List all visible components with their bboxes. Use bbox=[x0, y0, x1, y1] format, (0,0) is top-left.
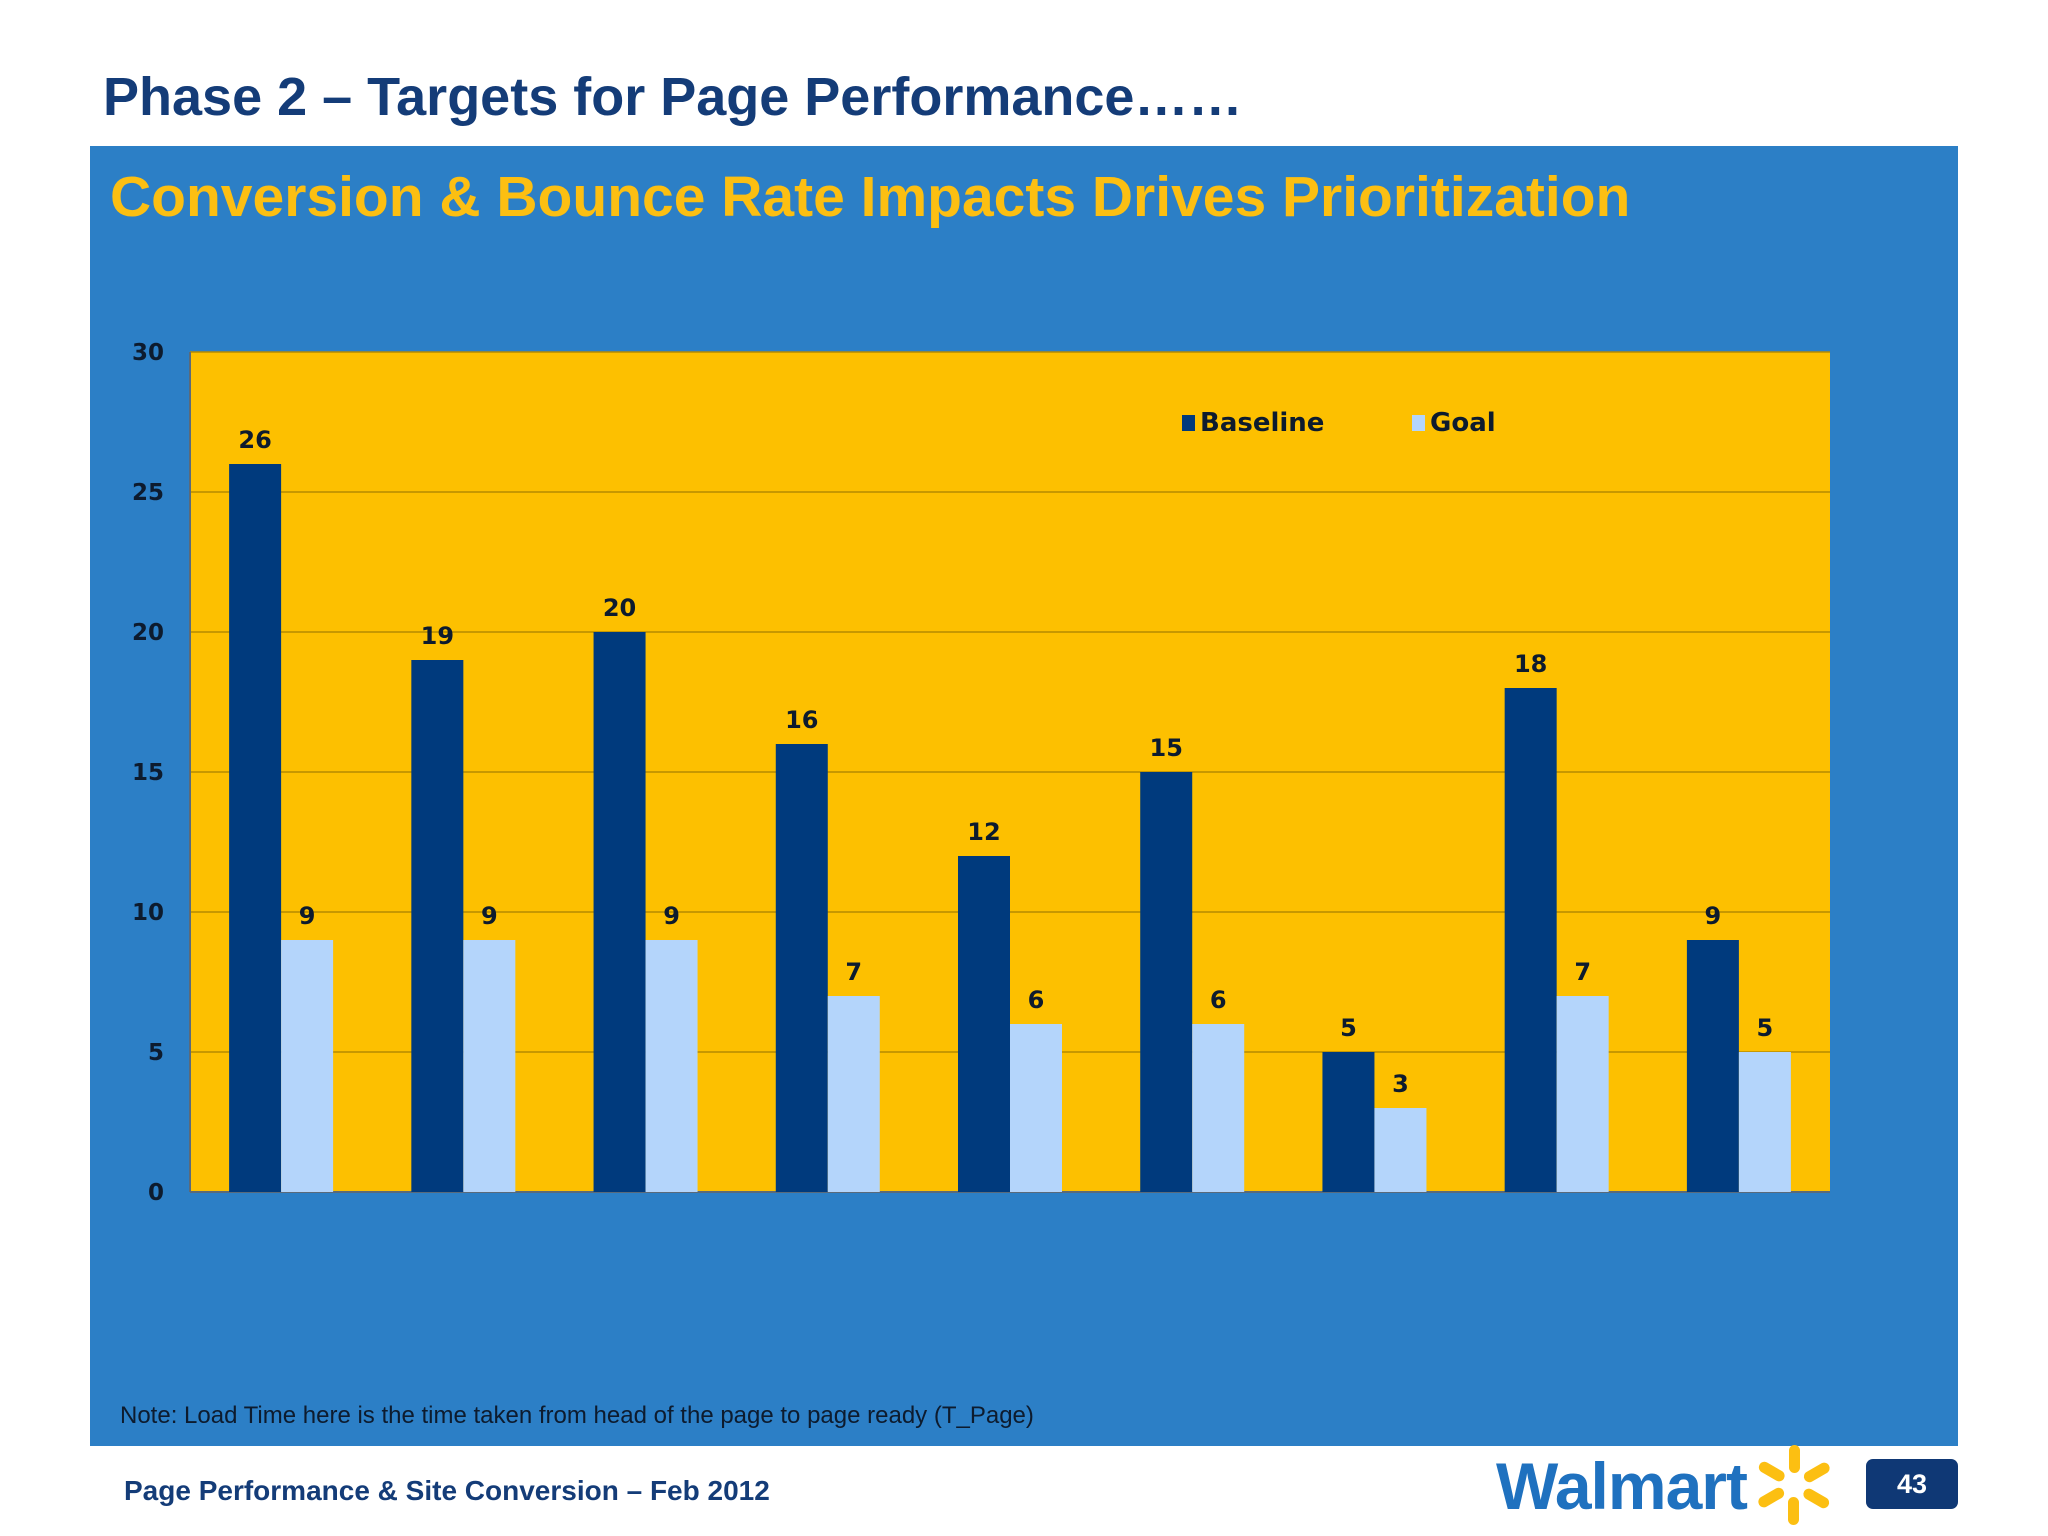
baseline-bar bbox=[593, 632, 646, 1192]
baseline-data-label: 16 bbox=[785, 706, 818, 734]
goal-data-label: 7 bbox=[845, 958, 862, 986]
logo-wordmark: Walmart bbox=[1496, 1449, 1748, 1523]
goal-data-label: 5 bbox=[1757, 1014, 1774, 1042]
goal-bar bbox=[1010, 1024, 1062, 1192]
baseline-data-label: 5 bbox=[1340, 1014, 1357, 1042]
page-title: Phase 2 – Targets for Page Performance…… bbox=[103, 67, 1243, 127]
baseline-bar bbox=[1504, 688, 1557, 1192]
walmart-logo: Walmart bbox=[1496, 1443, 1836, 1533]
goal-bar bbox=[1374, 1108, 1427, 1192]
goal-data-label: 9 bbox=[481, 902, 498, 930]
goal-data-label: 7 bbox=[1574, 958, 1591, 986]
baseline-data-label: 26 bbox=[238, 426, 271, 454]
y-tick-label: 20 bbox=[132, 620, 164, 646]
chart-subtitle: Conversion & Bounce Rate Impacts Drives … bbox=[110, 165, 1631, 229]
y-tick-label: 25 bbox=[132, 480, 164, 506]
goal-data-label: 3 bbox=[1392, 1070, 1409, 1098]
goal-data-label: 9 bbox=[299, 902, 316, 930]
goal-bar bbox=[1556, 996, 1609, 1192]
goal-bar bbox=[1192, 1024, 1245, 1192]
legend-label-baseline: Baseline bbox=[1200, 408, 1324, 438]
goal-data-label: 6 bbox=[1210, 986, 1227, 1014]
page-number: 43 bbox=[1866, 1459, 1958, 1509]
baseline-bar bbox=[775, 744, 828, 1192]
baseline-bar bbox=[411, 660, 464, 1192]
goal-bar bbox=[281, 940, 334, 1192]
baseline-data-label: 19 bbox=[421, 622, 454, 650]
footer-text: Page Performance & Site Conversion – Feb… bbox=[124, 1475, 770, 1506]
y-tick-label: 30 bbox=[132, 340, 164, 366]
baseline-bar bbox=[958, 856, 1010, 1192]
baseline-data-label: 20 bbox=[603, 594, 636, 622]
y-tick-label: 0 bbox=[148, 1180, 164, 1206]
legend-label-goal: Goal bbox=[1430, 408, 1496, 438]
y-tick-label: 10 bbox=[132, 900, 164, 926]
legend-swatch-baseline bbox=[1182, 415, 1195, 431]
goal-data-label: 6 bbox=[1028, 986, 1045, 1014]
baseline-bar bbox=[1322, 1052, 1375, 1192]
spark-icon bbox=[1758, 1445, 1830, 1525]
goal-bar bbox=[1738, 1052, 1791, 1192]
goal-bar bbox=[827, 996, 880, 1192]
baseline-bar bbox=[229, 464, 282, 1192]
baseline-bar bbox=[1686, 940, 1739, 1192]
baseline-data-label: 15 bbox=[1150, 734, 1183, 762]
legend-swatch-goal bbox=[1412, 415, 1425, 431]
baseline-data-label: 9 bbox=[1705, 902, 1722, 930]
goal-bar bbox=[463, 940, 516, 1192]
y-tick-label: 15 bbox=[132, 760, 164, 786]
goal-data-label: 9 bbox=[663, 902, 680, 930]
goal-bar bbox=[645, 940, 698, 1192]
baseline-bar bbox=[1140, 772, 1193, 1192]
footnote: Note: Load Time here is the time taken f… bbox=[120, 1402, 1034, 1429]
y-tick-label: 5 bbox=[148, 1040, 164, 1066]
baseline-data-label: 12 bbox=[967, 818, 1000, 846]
baseline-data-label: 18 bbox=[1514, 650, 1547, 678]
